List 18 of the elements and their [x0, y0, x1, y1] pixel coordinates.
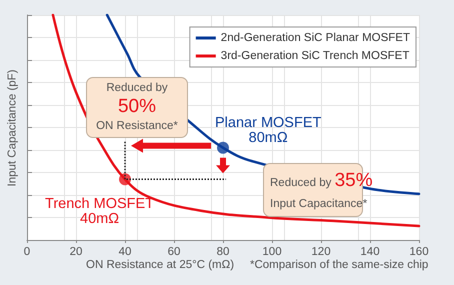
x-tick-label: 160 [409, 246, 429, 258]
x-tick-label: 40 [118, 246, 132, 258]
x-tick-label: 100 [262, 246, 282, 258]
x-tick-label: 80 [216, 246, 230, 258]
annotation: Planar MOSFET 80mΩ [215, 114, 322, 146]
x-tick-label: 120 [311, 246, 331, 258]
x-tick-label: 60 [168, 246, 180, 258]
x-tick-label: 140 [360, 246, 380, 258]
legend-label: 2nd-Generation SiC Planar MOSFET [220, 32, 410, 44]
text: *Comparison of the same-size chip [250, 259, 428, 271]
y-axis-title: Input Capacitance (pF) [6, 69, 18, 186]
legend-label: 3rd-Generation SiC Trench MOSFET [220, 50, 410, 62]
x-tick-label: 0 [24, 246, 30, 258]
x-axis-title: ON Resistance at 25°C (mΩ) [86, 259, 234, 271]
x-tick-label: 20 [70, 246, 82, 258]
annotation: Reduced by 35% Input Capacitance* [270, 170, 373, 210]
annotation: Trench MOSFET 40mΩ [45, 196, 154, 228]
annotation: Reduced by 50% ON Resistance* [96, 82, 178, 132]
